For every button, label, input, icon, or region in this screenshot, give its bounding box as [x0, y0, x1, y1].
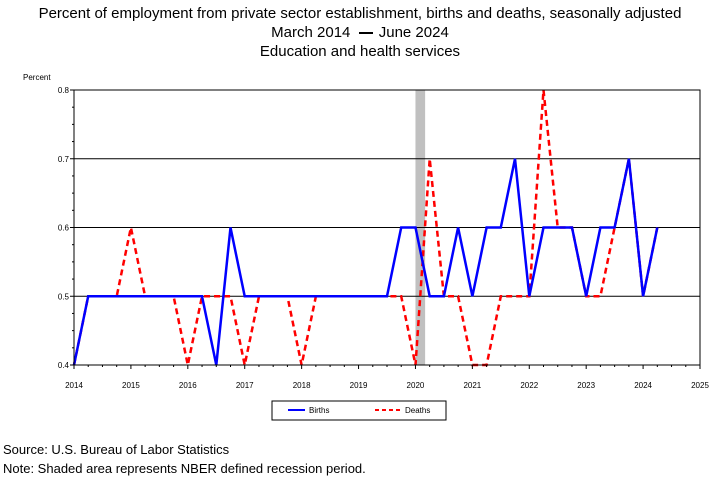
axis-layer: 0.4 0.5 0.6 0.7 0.8 2014 2015 2016 2017 2018 2019 2…: [58, 86, 710, 390]
x-tick-label: 2017: [236, 381, 254, 390]
y-tick-label: 0.5: [58, 292, 70, 301]
chart-legend: Births Deaths: [271, 400, 447, 421]
y-tick-label: 0.8: [58, 86, 70, 95]
series-layer: [72, 89, 659, 367]
y-tick-label: 0.6: [58, 224, 70, 233]
y-tick-label: 0.7: [58, 155, 70, 164]
chart-date-range: March 2014 June 2024: [0, 24, 720, 41]
x-tick-label: 2020: [407, 381, 425, 390]
y-axis-label: Percent: [23, 73, 51, 82]
legend-deaths-label: Deaths: [405, 406, 430, 415]
x-tick-label: 2014: [65, 381, 83, 390]
date-range-dash: [358, 32, 373, 35]
chart-title: Percent of employment from private secto…: [38, 5, 682, 22]
y-tick-label: 0.4: [58, 361, 70, 370]
date-range-start: March 2014: [271, 24, 351, 41]
x-tick-label: 2019: [350, 381, 368, 390]
x-tick-label: 2022: [520, 381, 538, 390]
x-tick-label: 2018: [293, 381, 311, 390]
x-tick-label: 2024: [634, 381, 652, 390]
series-line-births: [72, 158, 659, 366]
x-tick-label: 2025: [691, 381, 709, 390]
x-tick-label: 2015: [122, 381, 140, 390]
date-range-end: June 2024: [378, 24, 449, 41]
x-tick-label: 2016: [179, 381, 197, 390]
x-tick-label: 2023: [577, 381, 595, 390]
legend-box: [271, 400, 447, 421]
source-note: Source: U.S. Bureau of Labor Statistics: [3, 442, 230, 457]
legend-births-label: Births: [309, 406, 329, 415]
recession-note: Note: Shaded area represents NBER define…: [3, 461, 366, 476]
x-tick-label: 2021: [463, 381, 481, 390]
chart-subtitle: Education and health services: [259, 43, 461, 60]
